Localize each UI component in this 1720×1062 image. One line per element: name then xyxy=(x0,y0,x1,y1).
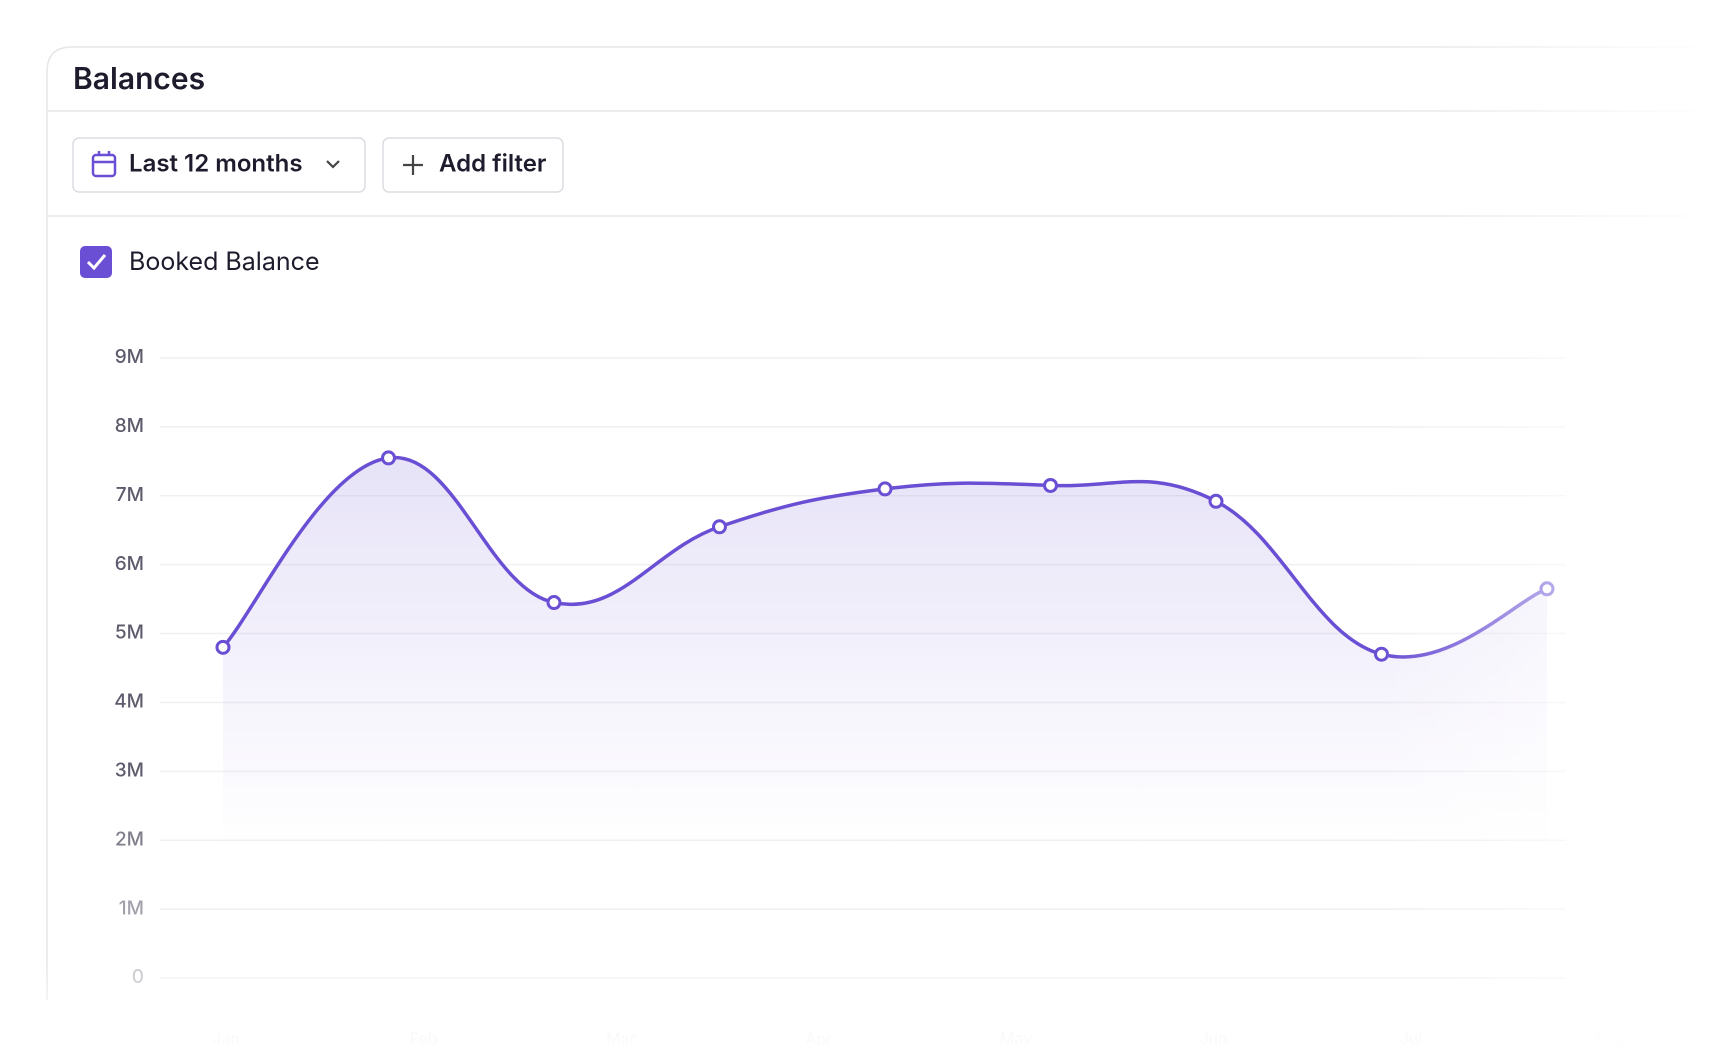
range-label: Last 12 months xyxy=(129,149,303,178)
point xyxy=(1043,477,1058,493)
point xyxy=(546,595,562,611)
area xyxy=(223,457,1547,978)
point xyxy=(215,639,231,655)
y-tick-label: 8M xyxy=(115,414,144,437)
add-filter-button[interactable] xyxy=(382,137,564,193)
card: Balances Last 12 months Add filter Booke… xyxy=(46,46,1720,1000)
chevron xyxy=(326,160,340,169)
plus-icon xyxy=(403,155,423,175)
y-tick-label: 9M xyxy=(115,345,144,368)
y-tick-label: 3M xyxy=(115,759,144,782)
fade-bottom xyxy=(0,960,1720,1058)
range-button[interactable] xyxy=(72,137,366,193)
fade-right xyxy=(1380,0,1720,1058)
point xyxy=(1208,493,1224,509)
y-tick-label: 7M xyxy=(116,483,144,506)
calendar-icon xyxy=(91,151,117,178)
plot: 01M2M3M4M5M6M7M8M9MJanFebMarAprMayJunJul… xyxy=(114,345,1623,1048)
point xyxy=(877,481,893,497)
y-tick-label: 4M xyxy=(114,690,144,713)
add-filter-label: Add filter xyxy=(439,149,547,178)
card-border xyxy=(46,46,1720,1000)
y-tick-label: 1M xyxy=(119,896,144,919)
y-tick-label: 6M xyxy=(115,552,144,575)
point xyxy=(381,450,396,466)
check-mark xyxy=(86,254,107,271)
legend-label: Booked Balance xyxy=(129,247,320,277)
y-tick-label: 2M xyxy=(115,827,144,850)
checkbox[interactable] xyxy=(80,246,112,278)
card-title: Balances xyxy=(73,61,205,97)
y-tick-label: 5M xyxy=(115,621,144,644)
point xyxy=(712,519,727,535)
line xyxy=(221,456,1548,659)
